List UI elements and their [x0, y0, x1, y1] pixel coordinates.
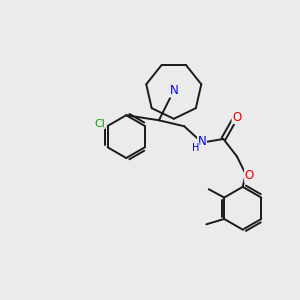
Text: H: H	[192, 143, 199, 153]
Text: O: O	[244, 169, 254, 182]
Text: N: N	[169, 84, 178, 97]
Text: Cl: Cl	[94, 118, 105, 128]
Text: O: O	[232, 110, 242, 124]
Text: N: N	[198, 135, 206, 148]
